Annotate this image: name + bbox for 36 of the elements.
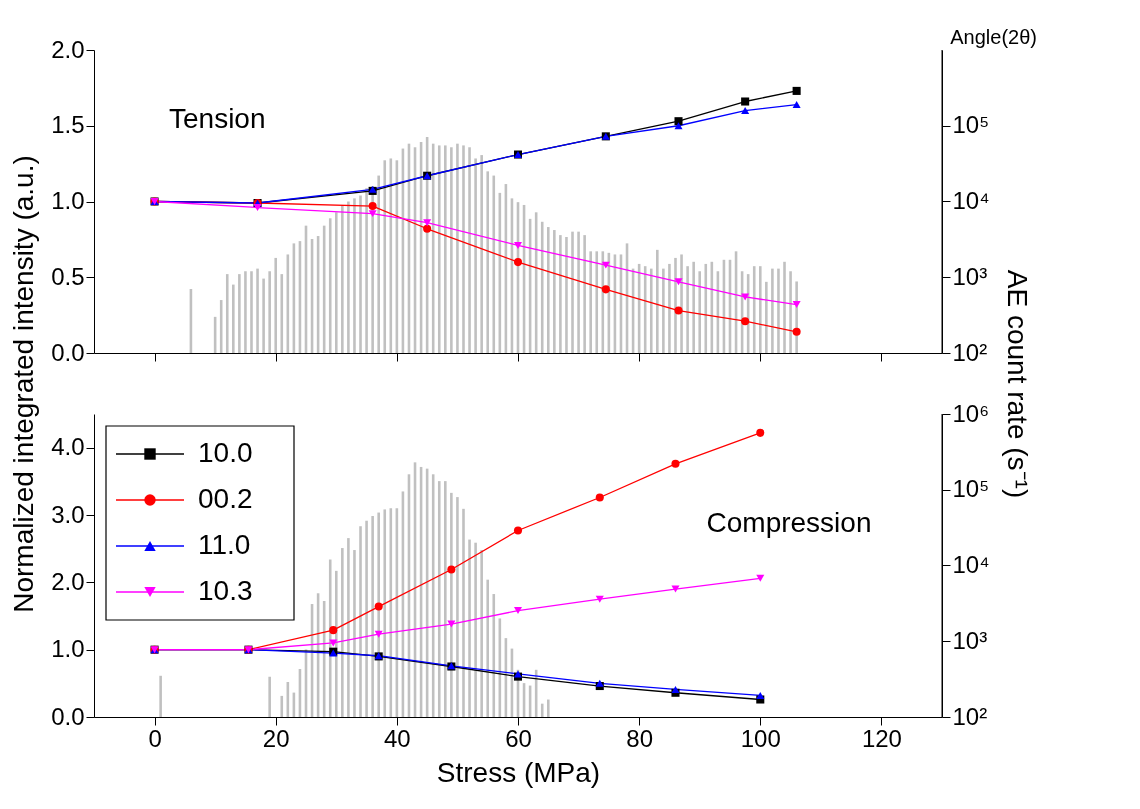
x-tick-label: 100 xyxy=(740,724,781,752)
x-tick-label: 40 xyxy=(384,724,411,752)
y2-tick-label: 10³ xyxy=(952,626,988,654)
y2-tick-label: 10² xyxy=(952,338,988,366)
legend-label: 10.3 xyxy=(198,575,253,606)
legend-label: 10.0 xyxy=(198,437,253,468)
y2-tick-label: 10⁴ xyxy=(952,187,990,214)
annotation: Tension xyxy=(169,103,266,134)
y-tick-label: 4.0 xyxy=(51,433,85,461)
y2-tick-label: 10² xyxy=(952,702,988,730)
x-axis-title: Stress (MPa) xyxy=(436,756,601,788)
y-tick-label: 0.0 xyxy=(51,702,85,730)
y-tick-label: 2.0 xyxy=(51,35,85,63)
y-axis-title: Normalized integrated intensity (a.u.) xyxy=(8,155,40,613)
annotation: Compression xyxy=(706,507,872,538)
y2-tick-label: 10⁵ xyxy=(952,475,990,503)
y2-tick-label: 10⁴ xyxy=(952,551,990,578)
x-tick-label: 20 xyxy=(262,724,290,752)
legend-label: 11.0 xyxy=(198,529,251,560)
y-tick-label: 3.0 xyxy=(51,500,85,528)
x-tick-label: 0 xyxy=(148,724,162,752)
y2-tick-label: 10⁶ xyxy=(952,399,990,427)
y-tick-label: 0.0 xyxy=(51,338,85,366)
x-tick-label: 120 xyxy=(861,724,902,752)
y-tick-label: 2.0 xyxy=(51,567,85,595)
y2-tick-label: 10³ xyxy=(952,262,988,290)
y-tick-label: 1.0 xyxy=(51,187,85,214)
y2-axis-title: AE count rate (s⁻¹) xyxy=(1001,269,1033,499)
y-tick-label: 0.5 xyxy=(51,262,85,290)
y-tick-label: 1.5 xyxy=(51,111,85,139)
text: Angle(2θ) xyxy=(950,26,1037,48)
y2-tick-label: 10⁵ xyxy=(952,111,990,139)
x-tick-label: 60 xyxy=(505,724,532,752)
legend-label: 00.2 xyxy=(198,483,253,514)
x-tick-label: 80 xyxy=(626,724,653,752)
y-tick-label: 1.0 xyxy=(51,635,85,663)
